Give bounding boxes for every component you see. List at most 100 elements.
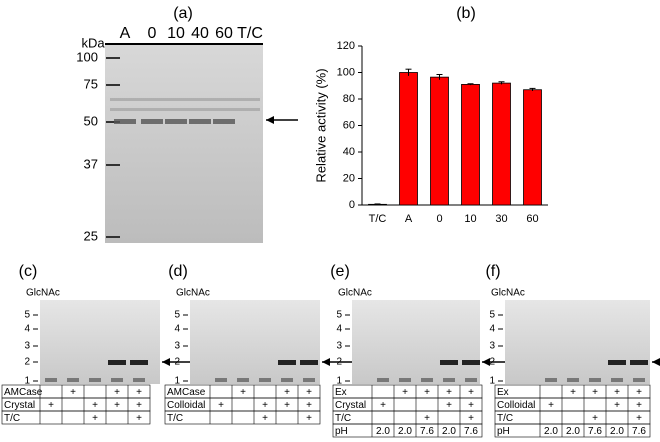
cell: + [92, 413, 98, 424]
gel [352, 300, 480, 384]
lane-label: 40 [191, 25, 209, 42]
cell: + [424, 387, 430, 398]
gel [505, 300, 650, 384]
lane-label: 0 [148, 25, 157, 42]
gel-band [377, 378, 389, 382]
cell: + [240, 387, 246, 398]
lane-label: 60 [215, 25, 233, 42]
panel-label: (a) [173, 5, 193, 22]
ladder-label: 4 [489, 324, 495, 335]
cell: + [614, 400, 620, 411]
protein-band [141, 119, 163, 124]
gel-title: GlcNAc [491, 288, 525, 299]
cell: + [402, 387, 408, 398]
gel-band [281, 378, 293, 382]
marker-label: 50 [84, 113, 98, 128]
cell: + [136, 413, 142, 424]
y-tick-label: 60 [343, 119, 355, 131]
faint-band [110, 98, 260, 101]
cell: + [636, 400, 642, 411]
ladder-label: 5 [489, 310, 495, 321]
panel-label: (f) [485, 263, 500, 280]
ladder-label: 2 [174, 357, 180, 368]
ladder-label: 1 [489, 376, 495, 387]
row-name: pH [335, 426, 348, 437]
row-name: Crystal [335, 400, 366, 411]
gel-band [303, 378, 315, 382]
ladder-label: 3 [489, 341, 495, 352]
cell: + [114, 387, 120, 398]
gel-band [133, 378, 145, 382]
gel-band [278, 360, 296, 365]
ladder-label: 3 [24, 341, 30, 352]
ladder-label: 1 [336, 376, 342, 387]
gel-band [111, 378, 123, 382]
marker-label: 75 [84, 76, 98, 91]
ladder-label: 4 [24, 324, 30, 335]
cell: + [306, 387, 312, 398]
protein-band [114, 119, 136, 124]
unit-label: kDa [81, 35, 105, 50]
row-name: T/C [167, 413, 183, 424]
cell: 7.6 [464, 426, 478, 437]
gel-band [465, 378, 477, 382]
gel [40, 300, 160, 384]
x-tick-label: 0 [436, 213, 442, 225]
cell: + [70, 387, 76, 398]
ladder-label: 1 [174, 376, 180, 387]
table-row [1, 410, 151, 425]
gel-band [300, 360, 318, 365]
lane-label: A [120, 25, 131, 42]
table-row [164, 410, 321, 425]
cell: + [380, 400, 386, 411]
bar [523, 89, 542, 206]
marker-label: 37 [84, 156, 98, 171]
row-name: Ex [335, 387, 347, 398]
cell: 2.0 [398, 426, 412, 437]
ladder-label: 5 [24, 310, 30, 321]
ladder-label: 3 [336, 341, 342, 352]
table-row [332, 410, 483, 425]
gel-band [608, 360, 626, 365]
lane-label: 10 [167, 25, 185, 42]
gel [190, 300, 320, 384]
gel-band [462, 360, 480, 365]
gel-title: GlcNAc [338, 288, 372, 299]
gel [105, 45, 263, 243]
row-name: Crystal [4, 400, 35, 411]
y-tick-label: 20 [343, 172, 355, 184]
gel-band [215, 378, 227, 382]
y-tick-label: 120 [337, 40, 355, 52]
cell: + [92, 400, 98, 411]
gel-band [545, 378, 557, 382]
arrow-head [322, 358, 330, 366]
row-name: Colloidal [167, 400, 205, 411]
gel-title: GlcNAc [176, 288, 210, 299]
protein-band [165, 119, 187, 124]
x-tick-label: T/C [369, 213, 387, 225]
ladder-label: 3 [174, 341, 180, 352]
cell: + [468, 387, 474, 398]
gel-band [259, 378, 271, 382]
cell: + [424, 413, 430, 424]
table-row [494, 423, 651, 438]
cell: + [114, 400, 120, 411]
cell: + [446, 387, 452, 398]
x-tick-label: 30 [495, 213, 507, 225]
gel-band [89, 378, 101, 382]
panel-label: (b) [456, 5, 476, 22]
cell: 2.0 [610, 426, 624, 437]
gel-band [567, 378, 579, 382]
cell: 7.6 [632, 426, 646, 437]
cell: + [636, 413, 642, 424]
marker-label: 100 [76, 49, 98, 64]
y-tick-label: 40 [343, 146, 355, 158]
cell: 2.0 [376, 426, 390, 437]
row-name: Ex [497, 387, 509, 398]
cell: + [48, 400, 54, 411]
cell: 2.0 [544, 426, 558, 437]
cell: + [592, 387, 598, 398]
ladder-label: 2 [489, 357, 495, 368]
y-tick-label: 0 [349, 199, 355, 211]
